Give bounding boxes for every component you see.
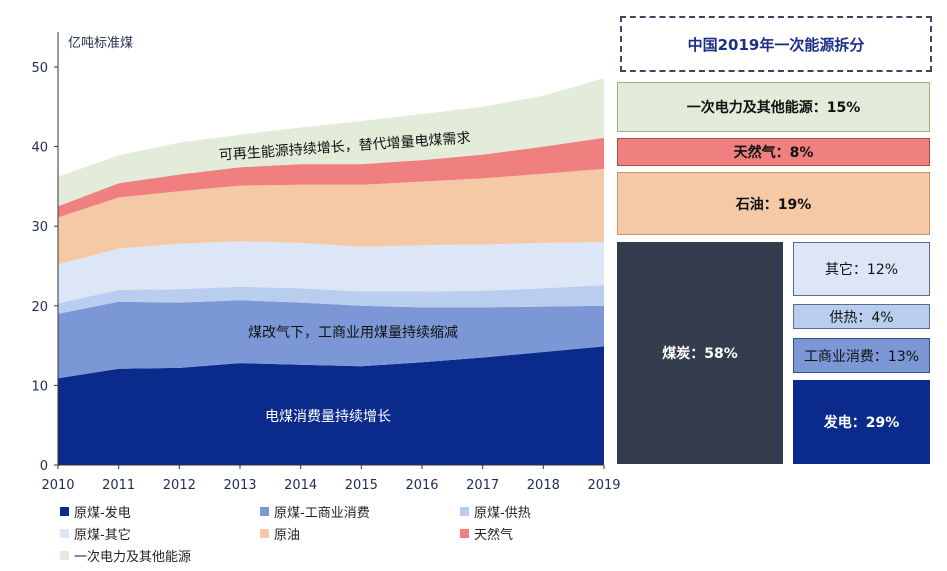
legend-label: 原油 — [274, 528, 301, 543]
chart-annotation: 煤改气下，工商业用煤量持续缩减 — [248, 324, 458, 341]
y-tick-label: 20 — [31, 300, 48, 315]
area-天然气 — [58, 137, 604, 218]
natural-gas-block: 天然气：8% — [617, 138, 930, 166]
legend-label: 原煤-供热 — [474, 506, 531, 521]
area-原油 — [58, 168, 604, 265]
legend-item: 原煤-发电 — [60, 502, 131, 521]
x-tick-label: 2018 — [527, 478, 560, 493]
primary-power-block: 一次电力及其他能源：15% — [617, 82, 930, 132]
legend-swatch — [260, 507, 269, 516]
legend-item: 天然气 — [460, 524, 513, 543]
x-tick-label: 2014 — [284, 478, 317, 493]
x-tick-label: 2017 — [466, 478, 499, 493]
legend-item: 一次电力及其他能源 — [60, 546, 191, 565]
y-axis-unit-label: 亿吨标准煤 — [68, 36, 133, 51]
x-tick-label: 2013 — [223, 478, 256, 493]
x-tick-label: 2010 — [41, 478, 74, 493]
area-原煤-工商业消费 — [58, 300, 604, 379]
y-tick-label: 50 — [31, 61, 48, 76]
y-tick-label: 40 — [31, 141, 48, 156]
area-原煤-其它 — [58, 241, 604, 304]
legend-label: 天然气 — [474, 528, 514, 543]
coal-industry-block: 工商业消费：13% — [793, 338, 930, 373]
legend-item: 原油 — [260, 524, 300, 543]
axes: 0 10 20 30 40 50 2010 2011 2012 2013 2014 2015 2016 2… — [31, 32, 621, 493]
area-原煤-供热 — [58, 285, 604, 314]
legend-label: 原煤-其它 — [74, 528, 131, 543]
y-tick-label: 10 — [31, 379, 48, 394]
legend-item: 原煤-工商业消费 — [260, 502, 370, 521]
oil-block: 石油：19% — [617, 172, 930, 235]
legend-swatch — [260, 529, 269, 538]
legend-swatch — [60, 529, 69, 538]
area-一次电力及其他能源 — [58, 78, 604, 207]
legend-swatch — [60, 551, 69, 560]
y-tick-label: 0 — [40, 459, 48, 474]
x-tick-label: 2011 — [102, 478, 135, 493]
legend-item: 原煤-供热 — [460, 502, 531, 521]
area-layers — [58, 78, 604, 465]
legend-label: 原煤-发电 — [74, 506, 131, 521]
x-tick-label: 2016 — [405, 478, 438, 493]
coal-heating-block: 供热：4% — [793, 304, 930, 329]
legend-swatch — [460, 529, 469, 538]
area-原煤-发电 — [58, 346, 604, 465]
legend-label: 原煤-工商业消费 — [274, 506, 370, 521]
x-tick-label: 2012 — [163, 478, 196, 493]
legend-swatch — [60, 507, 69, 516]
breakdown-title: 中国2019年一次能源拆分 — [620, 16, 932, 72]
coal-block: 煤炭：58% — [617, 242, 783, 464]
legend-item: 原煤-其它 — [60, 524, 131, 543]
y-tick-label: 30 — [31, 220, 48, 235]
coal-other-block: 其它：12% — [793, 242, 930, 296]
legend-swatch — [460, 507, 469, 516]
legend-label: 一次电力及其他能源 — [74, 550, 192, 565]
chart-annotation: 电煤消费量持续增长 — [265, 408, 391, 425]
coal-power-block: 发电：29% — [793, 380, 930, 464]
x-tick-label: 2019 — [587, 478, 620, 493]
x-tick-label: 2015 — [345, 478, 378, 493]
